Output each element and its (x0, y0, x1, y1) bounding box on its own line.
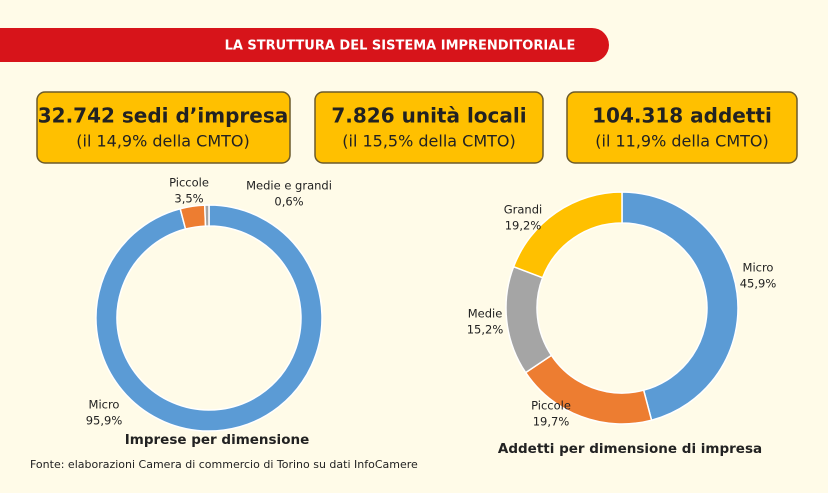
category-label: Grandi (504, 203, 542, 217)
stat-headline: 104.318 addetti (592, 104, 772, 128)
donut-segment (512, 191, 623, 279)
stat-note: (il 15,5% della CMTO) (342, 132, 516, 151)
banner-title: LA STRUTTURA DEL SISTEMA IMPRENDITORIALE (225, 39, 576, 54)
banner (0, 28, 609, 62)
category-label: Piccole (169, 176, 209, 190)
value-label: 3,5% (174, 192, 203, 206)
category-label: Piccole (531, 399, 571, 413)
category-label: Micro (743, 261, 774, 275)
stat-headline: 7.826 unità locali (331, 104, 526, 128)
donut-segment (95, 204, 323, 432)
category-label: Medie (468, 307, 503, 321)
value-label: 19,7% (533, 415, 570, 429)
value-label: 95,9% (86, 414, 123, 428)
chart-title: Addetti per dimensione di impresa (498, 441, 762, 457)
chart-title: Imprese per dimensione (125, 432, 309, 448)
donut-segment (179, 204, 207, 230)
stat-box (36, 91, 291, 164)
value-label: 0,6% (274, 195, 303, 209)
value-label: 19,2% (505, 219, 542, 233)
donut-segment (203, 204, 210, 227)
stat-box (566, 91, 798, 164)
value-label: 15,2% (467, 323, 504, 337)
category-label: Micro (89, 398, 120, 412)
stat-note: (il 11,9% della CMTO) (595, 132, 769, 151)
stat-headline: 32.742 sedi d’impresa (38, 104, 289, 128)
stat-note: (il 14,9% della CMTO) (76, 132, 250, 151)
category-label: Medie e grandi (246, 179, 332, 193)
donut-segment (621, 191, 739, 422)
value-label: 45,9% (740, 277, 777, 291)
stat-box (314, 91, 544, 164)
source-note: Fonte: elaborazioni Camera di commercio … (30, 458, 418, 471)
